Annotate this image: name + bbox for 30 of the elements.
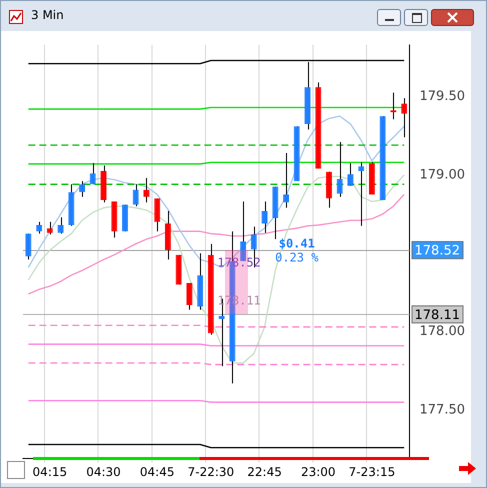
y-tick-label: 179.00 bbox=[420, 167, 466, 182]
candlestick bbox=[36, 221, 42, 234]
x-tick-label: 22:45 bbox=[247, 464, 282, 479]
y-tick-label: 178.00 bbox=[420, 324, 466, 340]
annotation: 0.23 % bbox=[275, 250, 320, 264]
y-tick-label: 177.50 bbox=[420, 402, 466, 418]
x-tick-label: 04:15 bbox=[32, 464, 68, 479]
candlestick bbox=[262, 201, 268, 234]
annotation: $0.41 bbox=[278, 236, 315, 250]
chart-title: 3 Min bbox=[31, 8, 64, 22]
candlestick bbox=[25, 233, 32, 260]
ref-line-label: 178.11 bbox=[414, 308, 460, 323]
x-tick-label: 7-23:15 bbox=[348, 464, 396, 479]
x-tick-label: 7-22:30 bbox=[188, 464, 234, 479]
x-tick-label: 04:45 bbox=[140, 464, 175, 479]
ref-line-label: 178.52 bbox=[414, 244, 460, 259]
candlestick bbox=[154, 198, 160, 232]
candlestick bbox=[401, 98, 408, 138]
candlestick bbox=[90, 162, 96, 185]
x-tick-label: 23:00 bbox=[300, 464, 336, 479]
candlestick bbox=[144, 178, 150, 203]
y-tick-label: 179.50 bbox=[420, 88, 466, 104]
candlestick bbox=[283, 152, 289, 208]
candlestick bbox=[358, 162, 364, 226]
candlestick bbox=[79, 180, 86, 198]
candlestick bbox=[186, 282, 192, 310]
candlestick bbox=[46, 221, 53, 235]
x-tick-label: 04:30 bbox=[86, 464, 121, 479]
candlestick bbox=[58, 216, 64, 234]
candlestick bbox=[348, 162, 354, 186]
